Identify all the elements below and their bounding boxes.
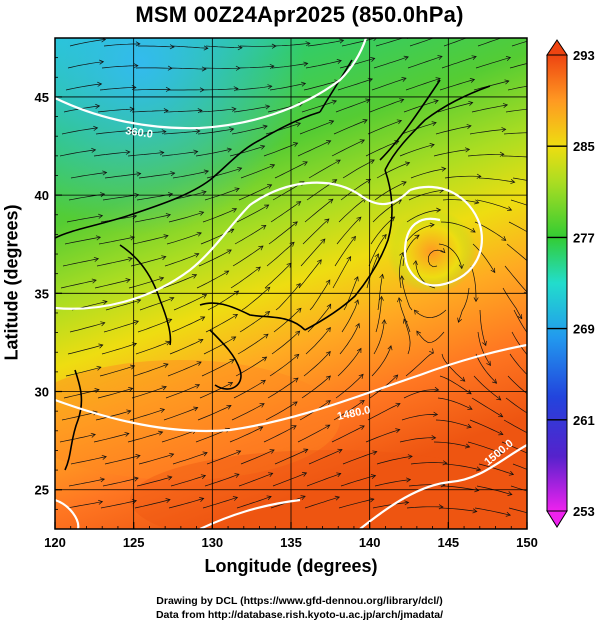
colorbar-tick-label: 293 [573, 48, 595, 63]
colorbar-bottom-arrow [546, 510, 568, 528]
x-axis-ticks: 120 125 130 135 140 145 150 [44, 522, 538, 550]
colorbar-top-arrow [546, 39, 568, 56]
lat-lon-grid [55, 38, 527, 529]
credits: Drawing by DCL (https://www.gfd-dennou.o… [0, 594, 599, 622]
colorbar-tick-label: 253 [573, 504, 595, 519]
chart-title: MSM 00Z24Apr2025 (850.0hPa) [135, 2, 464, 27]
y-tick-label: 30 [35, 385, 49, 400]
x-axis-label: Longitude (degrees) [204, 556, 378, 576]
contour-lines [55, 38, 527, 529]
y-tick-label: 45 [35, 90, 49, 105]
colorbar-tick-label: 285 [573, 139, 595, 154]
credit-drawing: Drawing by DCL (https://www.gfd-dennou.o… [156, 595, 443, 607]
y-axis-ticks: 25 30 35 40 45 [35, 57, 62, 510]
colorbar: 293 285 277 269 261 253 [546, 39, 595, 528]
y-axis-label: Latitude (degrees) [1, 204, 22, 361]
colorbar-tick-label: 261 [573, 413, 595, 428]
colorbar-tick-label: 269 [573, 322, 595, 337]
x-tick-label: 150 [516, 535, 538, 550]
x-tick-label: 140 [359, 535, 381, 550]
y-tick-label: 25 [35, 483, 49, 498]
y-tick-label: 35 [35, 286, 49, 301]
credit-data-source: Data from http://database.rish.kyoto-u.a… [155, 609, 444, 621]
colorbar-tick-label: 277 [573, 230, 595, 245]
x-tick-label: 130 [201, 535, 223, 550]
x-tick-label: 125 [123, 535, 145, 550]
colorbar-scale [546, 54, 568, 512]
x-tick-label: 135 [280, 535, 302, 550]
x-tick-label: 145 [437, 535, 459, 550]
x-tick-label: 120 [44, 535, 66, 550]
y-tick-label: 40 [35, 188, 49, 203]
contour-label: 360.0 [125, 125, 154, 141]
